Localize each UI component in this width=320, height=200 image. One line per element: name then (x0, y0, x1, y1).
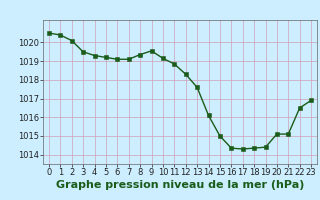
X-axis label: Graphe pression niveau de la mer (hPa): Graphe pression niveau de la mer (hPa) (56, 180, 304, 190)
